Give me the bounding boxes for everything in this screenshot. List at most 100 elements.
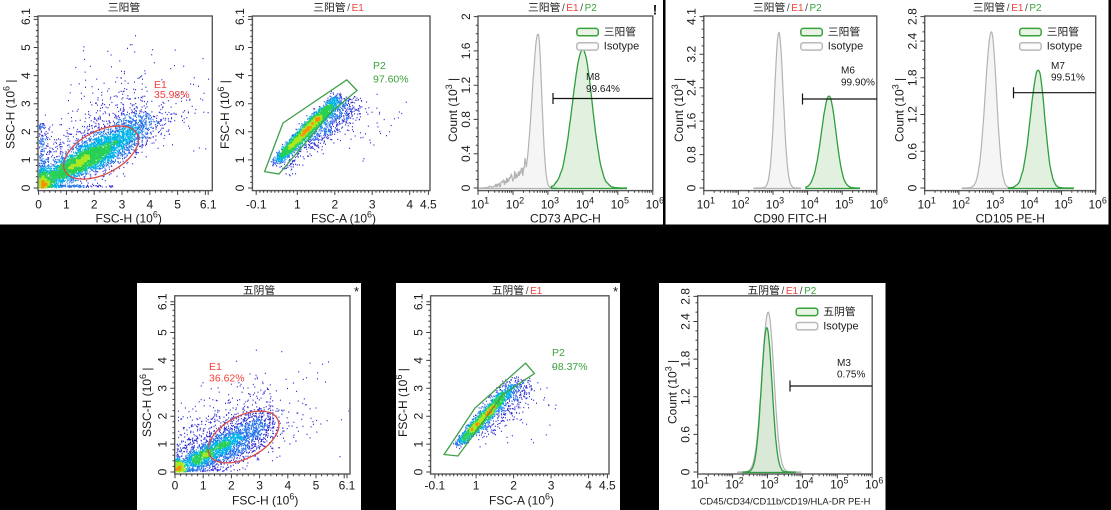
svg-text:4: 4 bbox=[585, 479, 592, 493]
svg-text:*: * bbox=[354, 284, 359, 299]
svg-text:/: / bbox=[347, 3, 350, 14]
svg-text:4.5: 4.5 bbox=[599, 479, 616, 493]
svg-text:/: / bbox=[562, 3, 565, 14]
svg-text:4.1: 4.1 bbox=[685, 8, 699, 25]
svg-text:SSC-H (106 |: SSC-H (106 | bbox=[2, 80, 18, 149]
svg-text:CD105 PE-H: CD105 PE-H bbox=[976, 212, 1045, 226]
svg-text:4: 4 bbox=[233, 72, 247, 79]
svg-text:0: 0 bbox=[19, 184, 33, 191]
svg-text:E1: E1 bbox=[154, 79, 167, 91]
svg-text:2: 2 bbox=[331, 198, 338, 212]
svg-text:1.8: 1.8 bbox=[679, 350, 693, 367]
svg-text:/: / bbox=[1025, 3, 1028, 14]
svg-text:Count (103 |: Count (103 | bbox=[444, 78, 460, 142]
svg-text:6.1: 6.1 bbox=[411, 293, 425, 310]
svg-text:0: 0 bbox=[906, 184, 920, 191]
svg-text:0: 0 bbox=[172, 479, 179, 493]
svg-text:/: / bbox=[787, 3, 790, 14]
svg-text:2: 2 bbox=[459, 13, 473, 20]
svg-text:P2: P2 bbox=[585, 3, 598, 14]
svg-text:2: 2 bbox=[91, 198, 98, 212]
svg-text:5: 5 bbox=[411, 329, 425, 336]
svg-text:6.1: 6.1 bbox=[200, 198, 217, 212]
svg-text:2.8: 2.8 bbox=[906, 8, 920, 25]
svg-text:3: 3 bbox=[19, 100, 33, 107]
svg-text:-0.1: -0.1 bbox=[425, 479, 446, 493]
svg-text:99.90%: 99.90% bbox=[841, 78, 875, 89]
svg-text:Isotype: Isotype bbox=[823, 321, 858, 333]
svg-text:3: 3 bbox=[548, 479, 555, 493]
svg-text:1.8: 1.8 bbox=[906, 69, 920, 86]
svg-text:FSC-H (106): FSC-H (106) bbox=[232, 492, 298, 508]
svg-text:0: 0 bbox=[156, 468, 170, 475]
svg-text:1: 1 bbox=[19, 156, 33, 163]
svg-text:/: / bbox=[526, 286, 529, 297]
svg-text:0.4: 0.4 bbox=[459, 145, 473, 162]
svg-text:E1: E1 bbox=[566, 3, 579, 14]
svg-text:Isotype: Isotype bbox=[828, 41, 863, 53]
svg-text:0: 0 bbox=[679, 468, 693, 475]
svg-text:FSC-H (106): FSC-H (106) bbox=[96, 210, 162, 226]
svg-text:3.2: 3.2 bbox=[685, 46, 699, 63]
svg-text:0: 0 bbox=[35, 198, 42, 212]
svg-text:!: ! bbox=[653, 3, 658, 18]
svg-text:P2: P2 bbox=[810, 3, 823, 14]
svg-text:1: 1 bbox=[233, 156, 247, 163]
svg-text:SSC-H (106 |: SSC-H (106 | bbox=[138, 368, 154, 437]
svg-text:1.6: 1.6 bbox=[459, 42, 473, 59]
svg-text:M7: M7 bbox=[1051, 61, 1065, 72]
svg-text:E1: E1 bbox=[530, 286, 543, 297]
svg-text:6.1: 6.1 bbox=[339, 479, 356, 493]
svg-text:0.8: 0.8 bbox=[685, 146, 699, 163]
svg-text:1: 1 bbox=[411, 440, 425, 447]
svg-text:2: 2 bbox=[156, 413, 170, 420]
svg-text:CD90 FITC-H: CD90 FITC-H bbox=[754, 212, 827, 226]
svg-text:P2: P2 bbox=[804, 286, 817, 297]
svg-text:Isotype: Isotype bbox=[1047, 41, 1082, 53]
svg-text:4: 4 bbox=[284, 479, 291, 493]
svg-text:99.64%: 99.64% bbox=[586, 84, 620, 95]
svg-text:FSC-A (106): FSC-A (106) bbox=[311, 210, 376, 226]
svg-text:3: 3 bbox=[233, 100, 247, 107]
svg-text:97.60%: 97.60% bbox=[373, 74, 409, 86]
svg-text:1: 1 bbox=[473, 479, 480, 493]
svg-text:0: 0 bbox=[685, 184, 699, 191]
svg-text:E1: E1 bbox=[352, 3, 365, 14]
svg-text:3: 3 bbox=[256, 479, 263, 493]
svg-text:1.2: 1.2 bbox=[906, 106, 920, 123]
svg-text:6.1: 6.1 bbox=[156, 293, 170, 310]
svg-text:4: 4 bbox=[19, 72, 33, 79]
svg-text:0.6: 0.6 bbox=[906, 143, 920, 160]
svg-text:3: 3 bbox=[411, 385, 425, 392]
svg-text:FSC-H (106 |: FSC-H (106 | bbox=[216, 80, 232, 149]
svg-text:5: 5 bbox=[156, 329, 170, 336]
svg-text:1: 1 bbox=[294, 198, 301, 212]
svg-text:P2: P2 bbox=[552, 347, 565, 359]
svg-text:98.37%: 98.37% bbox=[552, 361, 588, 373]
svg-text:3: 3 bbox=[156, 385, 170, 392]
svg-text:1.2: 1.2 bbox=[459, 77, 473, 94]
svg-text:Count (103 |: Count (103 | bbox=[664, 360, 680, 424]
svg-text:E1: E1 bbox=[786, 286, 799, 297]
svg-text:1: 1 bbox=[63, 198, 70, 212]
svg-text:FSC-H (106 |: FSC-H (106 | bbox=[394, 368, 410, 437]
svg-text:2.4: 2.4 bbox=[906, 32, 920, 49]
svg-text:0: 0 bbox=[459, 184, 473, 191]
svg-text:-0.1: -0.1 bbox=[246, 198, 267, 212]
svg-text:3: 3 bbox=[119, 198, 126, 212]
svg-text:4: 4 bbox=[156, 357, 170, 364]
svg-text:2: 2 bbox=[19, 128, 33, 135]
svg-text:5: 5 bbox=[313, 479, 320, 493]
svg-text:1: 1 bbox=[156, 440, 170, 447]
svg-text:36.62%: 36.62% bbox=[209, 373, 245, 385]
svg-text:1.6: 1.6 bbox=[685, 112, 699, 129]
svg-text:35.98%: 35.98% bbox=[154, 89, 190, 101]
svg-text:M3: M3 bbox=[837, 358, 851, 369]
svg-text:FSC-A (106): FSC-A (106) bbox=[489, 492, 554, 508]
svg-text:4: 4 bbox=[411, 357, 425, 364]
svg-text:/: / bbox=[1007, 3, 1010, 14]
svg-text:4.5: 4.5 bbox=[420, 198, 437, 212]
svg-text:5: 5 bbox=[233, 44, 247, 51]
svg-text:4: 4 bbox=[406, 198, 413, 212]
svg-text:M8: M8 bbox=[586, 72, 600, 83]
